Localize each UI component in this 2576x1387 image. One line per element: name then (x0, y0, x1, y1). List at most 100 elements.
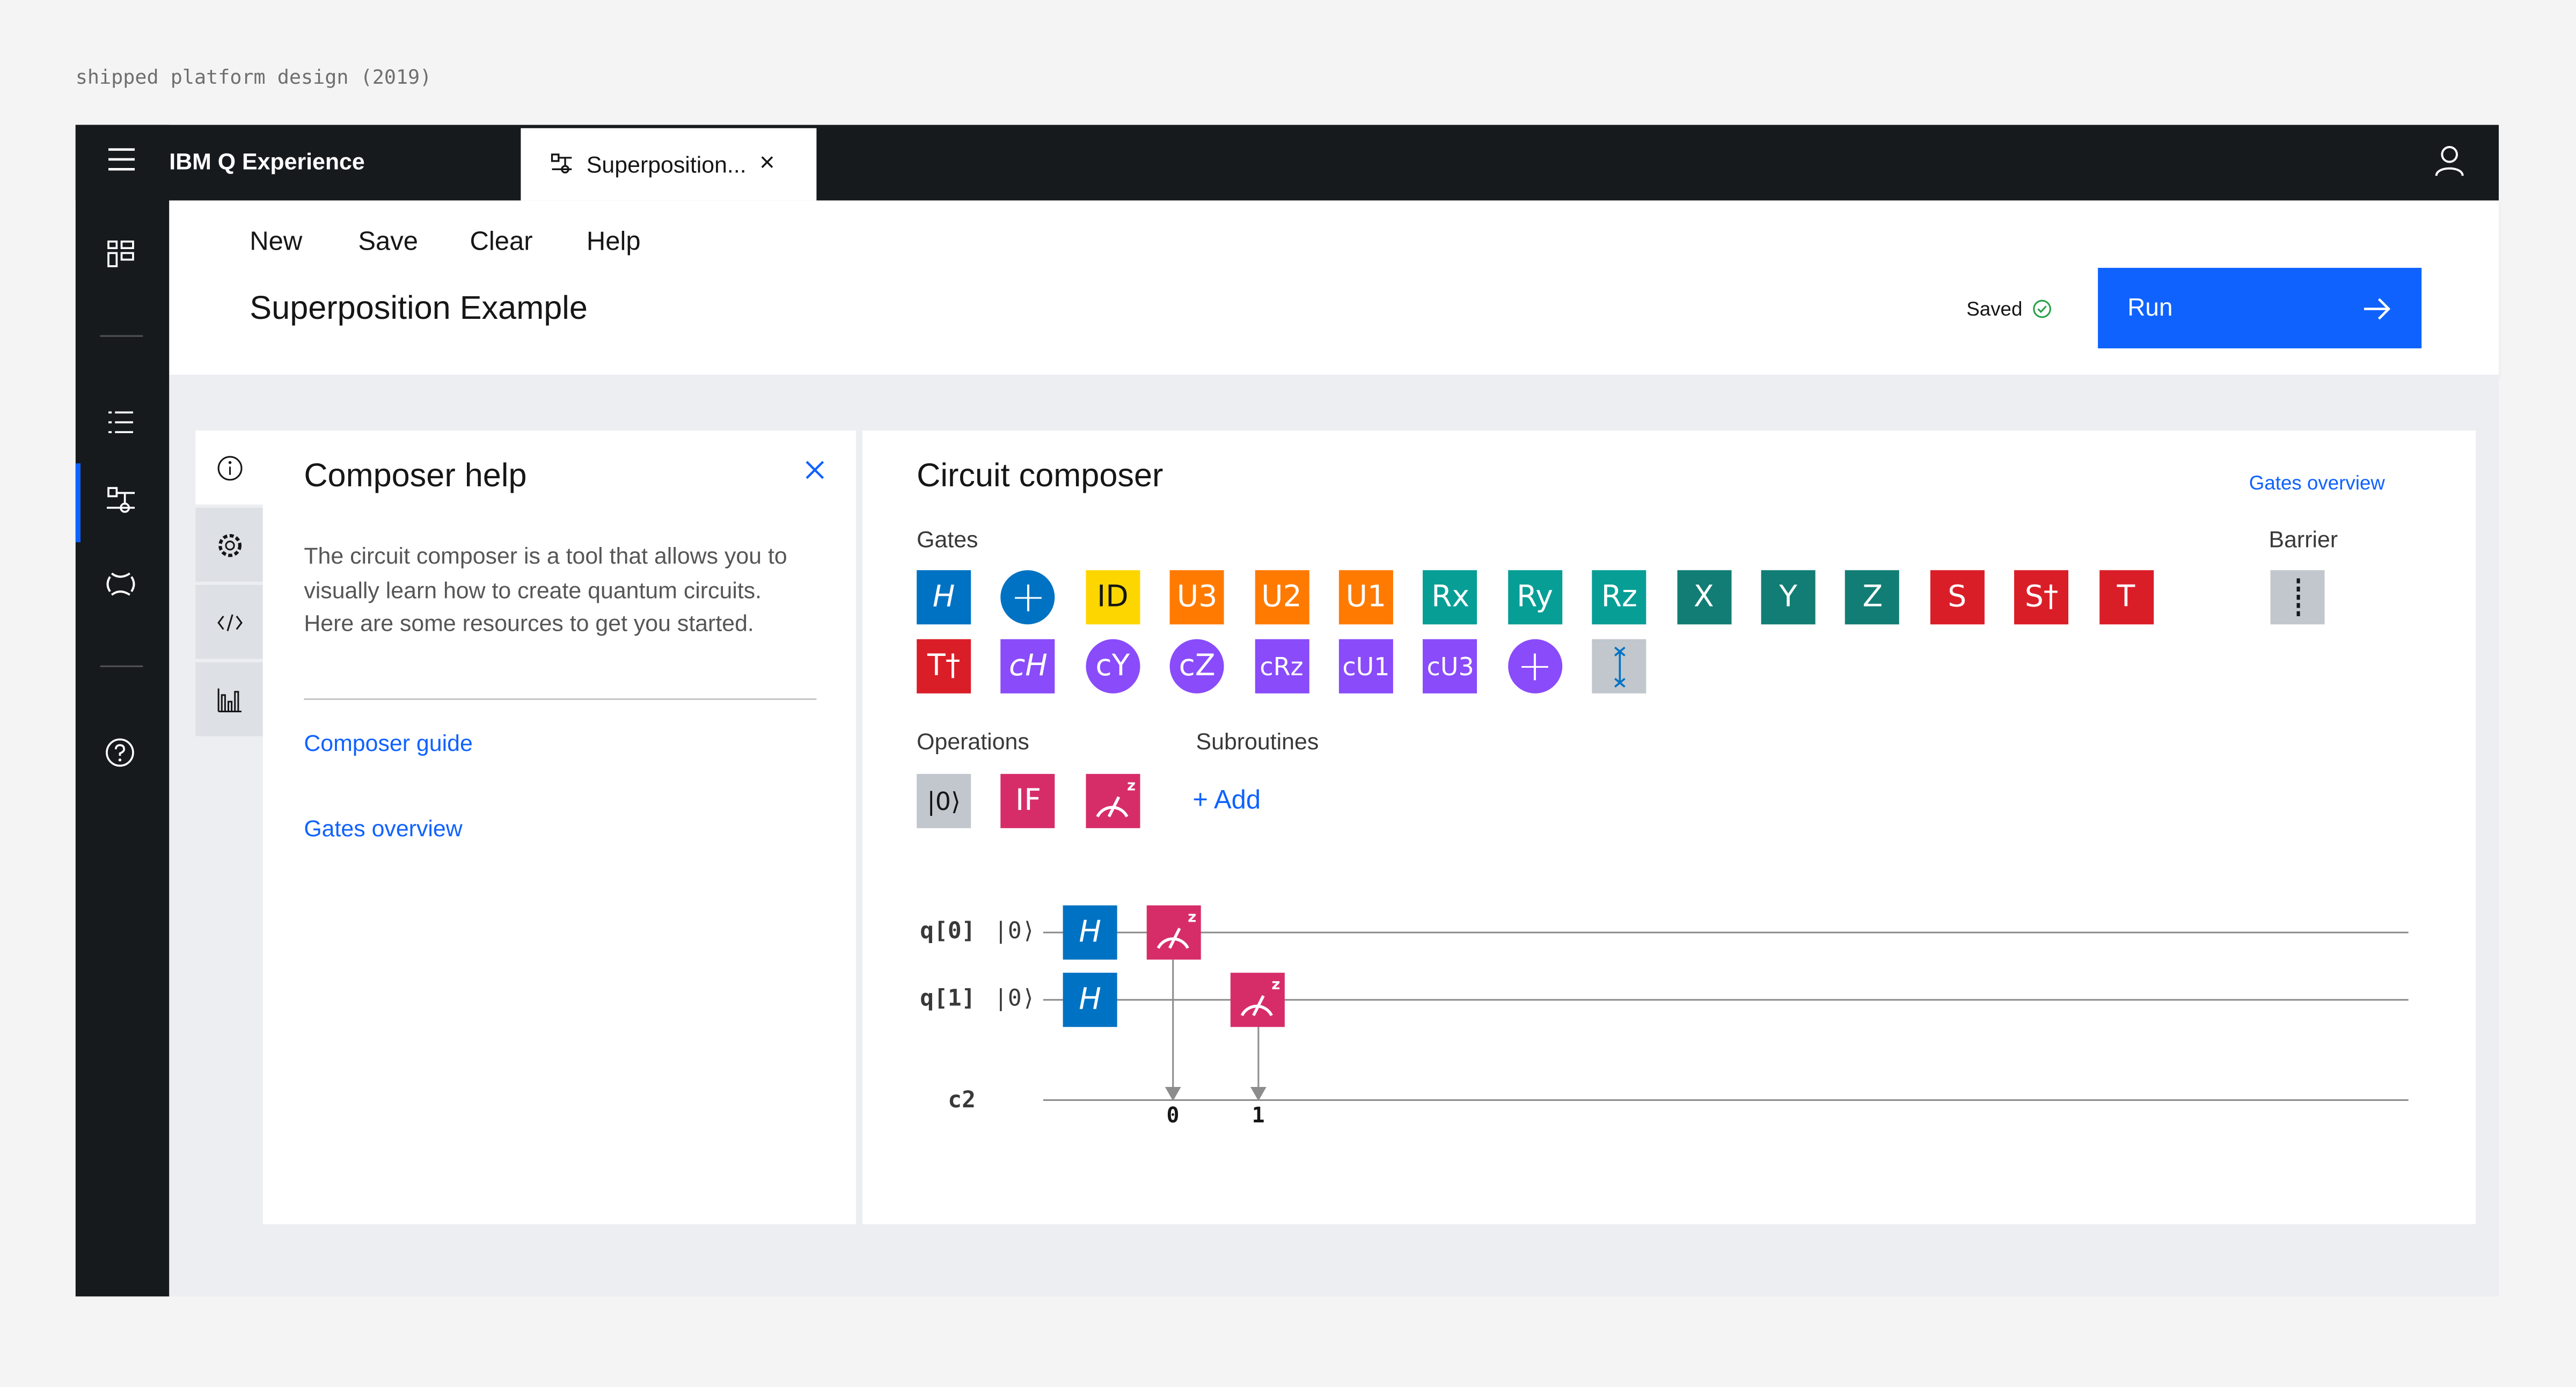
circuit-measure-gate[interactable]: z (1146, 905, 1201, 960)
gate-0[interactable]: |0⟩ (917, 773, 971, 828)
qubit-label: q[0] (920, 918, 976, 945)
help-title: Composer help (304, 458, 527, 495)
circuit-h-gate[interactable]: H (1063, 905, 1117, 960)
user-profile-icon[interactable] (2435, 144, 2464, 177)
gate-t[interactable]: T (2098, 570, 2153, 625)
settings-gear-icon (217, 533, 241, 557)
side-panel-tabs (195, 430, 263, 740)
gate-rz[interactable]: Rz (1592, 570, 1646, 625)
run-button-label: Run (2127, 294, 2173, 322)
gate-h[interactable]: H (917, 570, 971, 625)
run-button[interactable]: Run (2098, 267, 2422, 348)
help-divider (304, 698, 817, 700)
composer-guide-link[interactable]: Composer guide (304, 729, 473, 756)
check-circle-icon (2033, 300, 2052, 318)
subroutines-label: Subroutines (1196, 728, 1319, 755)
bar-chart-icon (217, 688, 241, 712)
help-description: The circuit composer is a tool that allo… (304, 542, 787, 636)
gate-s[interactable]: S (1930, 570, 1985, 625)
gate-s[interactable]: S† (2014, 570, 2069, 625)
qubit-label: q[1] (920, 986, 976, 1012)
classical-wire (1043, 1099, 2409, 1101)
info-icon (217, 455, 241, 480)
gate-cu1[interactable]: cU1 (1338, 639, 1393, 694)
gate-x[interactable]: X (1677, 570, 1731, 625)
measurement-connectors (1165, 959, 1267, 1101)
classical-register-label: c2 (948, 1087, 976, 1114)
gate-ry[interactable]: Ry (1507, 570, 1562, 625)
caption: shipped platform design (2019) (75, 65, 432, 89)
measure-gate[interactable]: z (1085, 773, 1140, 828)
menu-help[interactable]: Help (586, 228, 641, 257)
classical-bit-label: 0 (1166, 1104, 1180, 1129)
tab-close-icon[interactable]: × (759, 149, 775, 178)
qiskit-notebook-icon[interactable] (105, 568, 136, 600)
barrier-label: Barrier (2268, 525, 2338, 552)
add-subroutine-button[interactable]: + Add (1192, 787, 1261, 815)
gate-z[interactable]: Z (1845, 570, 1900, 625)
gates-overview-link[interactable]: Gates overview (2249, 471, 2385, 495)
tab-label: Superposition... (586, 151, 747, 178)
gate-u2[interactable]: U2 (1254, 570, 1309, 625)
operations-label: Operations (917, 728, 1029, 755)
help-icon[interactable] (105, 738, 135, 767)
measure-z-icon: z (1240, 976, 1280, 1017)
cnot-gate[interactable]: + (1507, 639, 1562, 694)
gate-cz[interactable]: cZ (1170, 639, 1225, 694)
circuit-composer-icon[interactable] (105, 486, 136, 516)
gate-rx[interactable]: Rx (1423, 570, 1478, 625)
svg-text:z: z (1126, 777, 1135, 794)
help-gates-overview-link[interactable]: Gates overview (304, 815, 463, 842)
list-icon[interactable] (107, 409, 135, 435)
composer-help-panel (262, 430, 856, 1224)
rail-divider (100, 335, 143, 337)
composer-title: Circuit composer (917, 458, 1163, 495)
gate-t[interactable]: T† (917, 639, 971, 694)
app-title: IBM Q Experience (169, 148, 365, 174)
classical-bit-label: 1 (1252, 1104, 1265, 1129)
page-title: Superposition Example (250, 290, 588, 327)
gate-u1[interactable]: U1 (1338, 570, 1393, 625)
gates-label: Gates (917, 525, 978, 552)
qubit-init: |0⟩ (994, 918, 1036, 945)
barrier-gate[interactable] (2270, 570, 2325, 625)
measure-z-icon: z (1157, 908, 1196, 949)
gate-u3[interactable]: U3 (1170, 570, 1225, 625)
rail-active-indicator (75, 463, 80, 543)
code-icon (216, 613, 242, 631)
dashboard-icon[interactable] (107, 240, 135, 268)
gate-ch[interactable]: cH (1001, 639, 1056, 694)
swap-gate[interactable] (1592, 639, 1646, 694)
tab-superposition[interactable]: Superposition... × (521, 128, 817, 201)
composer-icon (551, 154, 572, 174)
gate-crz[interactable]: cRz (1254, 639, 1309, 694)
gate-if[interactable]: IF (1001, 773, 1056, 828)
gate-id[interactable]: ID (1085, 570, 1140, 625)
qubit-init: |0⟩ (994, 986, 1036, 1012)
barrier-icon (2296, 578, 2300, 617)
circuit-h-gate[interactable]: H (1063, 973, 1117, 1027)
close-help-icon[interactable] (805, 460, 825, 480)
qubit-wire (1043, 931, 2409, 933)
menu-new[interactable]: New (250, 228, 303, 257)
info-tab[interactable] (195, 430, 263, 505)
hamburger-menu-icon[interactable] (107, 146, 136, 172)
settings-tab[interactable] (195, 507, 263, 582)
menu-save[interactable]: Save (358, 228, 418, 257)
rail-divider (100, 665, 143, 667)
cnot-gate[interactable]: + (1001, 570, 1056, 625)
top-bar (75, 125, 2499, 201)
qubit-wire (1043, 999, 2409, 1001)
swap-icon (1614, 646, 1625, 687)
gate-cu3[interactable]: cU3 (1423, 639, 1478, 694)
gate-y[interactable]: Y (1761, 570, 1816, 625)
circuit-measure-gate[interactable]: z (1230, 973, 1285, 1027)
gate-cy[interactable]: cY (1085, 639, 1140, 694)
results-tab[interactable] (195, 662, 263, 736)
svg-text:z: z (1188, 908, 1196, 925)
arrow-right-icon (2364, 297, 2391, 319)
measure-z-icon: z (1095, 777, 1135, 817)
code-tab[interactable] (195, 585, 263, 659)
menu-clear[interactable]: Clear (470, 228, 533, 257)
